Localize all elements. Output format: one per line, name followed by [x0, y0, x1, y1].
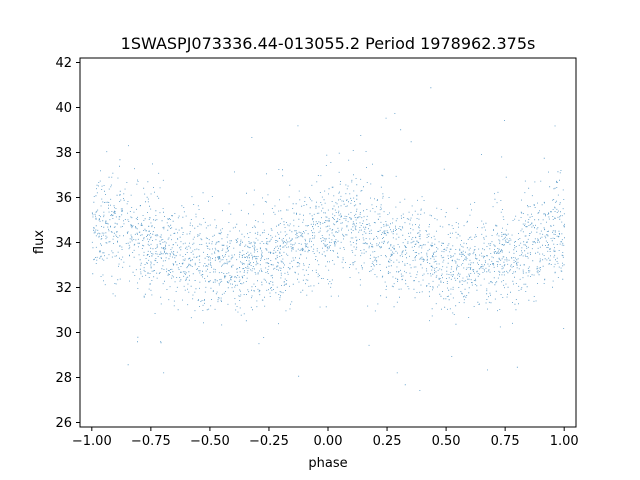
y-tick-label: 42: [55, 56, 72, 71]
y-tick-label: 28: [55, 371, 72, 386]
x-tick-label: −0.75: [131, 434, 171, 449]
y-tick-label: 26: [55, 416, 72, 431]
x-tick-label: 0.00: [314, 434, 343, 449]
y-tick-label: 32: [55, 281, 72, 296]
x-tick-label: −1.00: [72, 434, 112, 449]
y-axis: 26 28 30 32 34 36 38 40 42: [55, 56, 80, 431]
y-tick-label: 40: [55, 101, 72, 116]
x-tick-label: −0.25: [249, 434, 289, 449]
x-tick-label: 1.00: [550, 434, 579, 449]
y-tick-label: 38: [55, 146, 72, 161]
x-tick-label: 0.50: [432, 434, 461, 449]
y-axis-label: flux: [32, 230, 47, 254]
x-axis-label: phase: [308, 456, 347, 471]
x-axis: −1.00 −0.75 −0.50 −0.25 0.00 0.25 0.50 0.75 1.00: [72, 427, 579, 449]
y-tick-label: 36: [55, 191, 72, 206]
x-tick-label: −0.50: [190, 434, 230, 449]
chart-title: 1SWASPJ073336.44-013055.2 Period 1978962…: [121, 34, 536, 53]
x-tick-label: 0.75: [491, 434, 520, 449]
y-tick-label: 34: [55, 236, 72, 251]
x-tick-label: 0.25: [373, 434, 402, 449]
y-tick-label: 30: [55, 326, 72, 341]
